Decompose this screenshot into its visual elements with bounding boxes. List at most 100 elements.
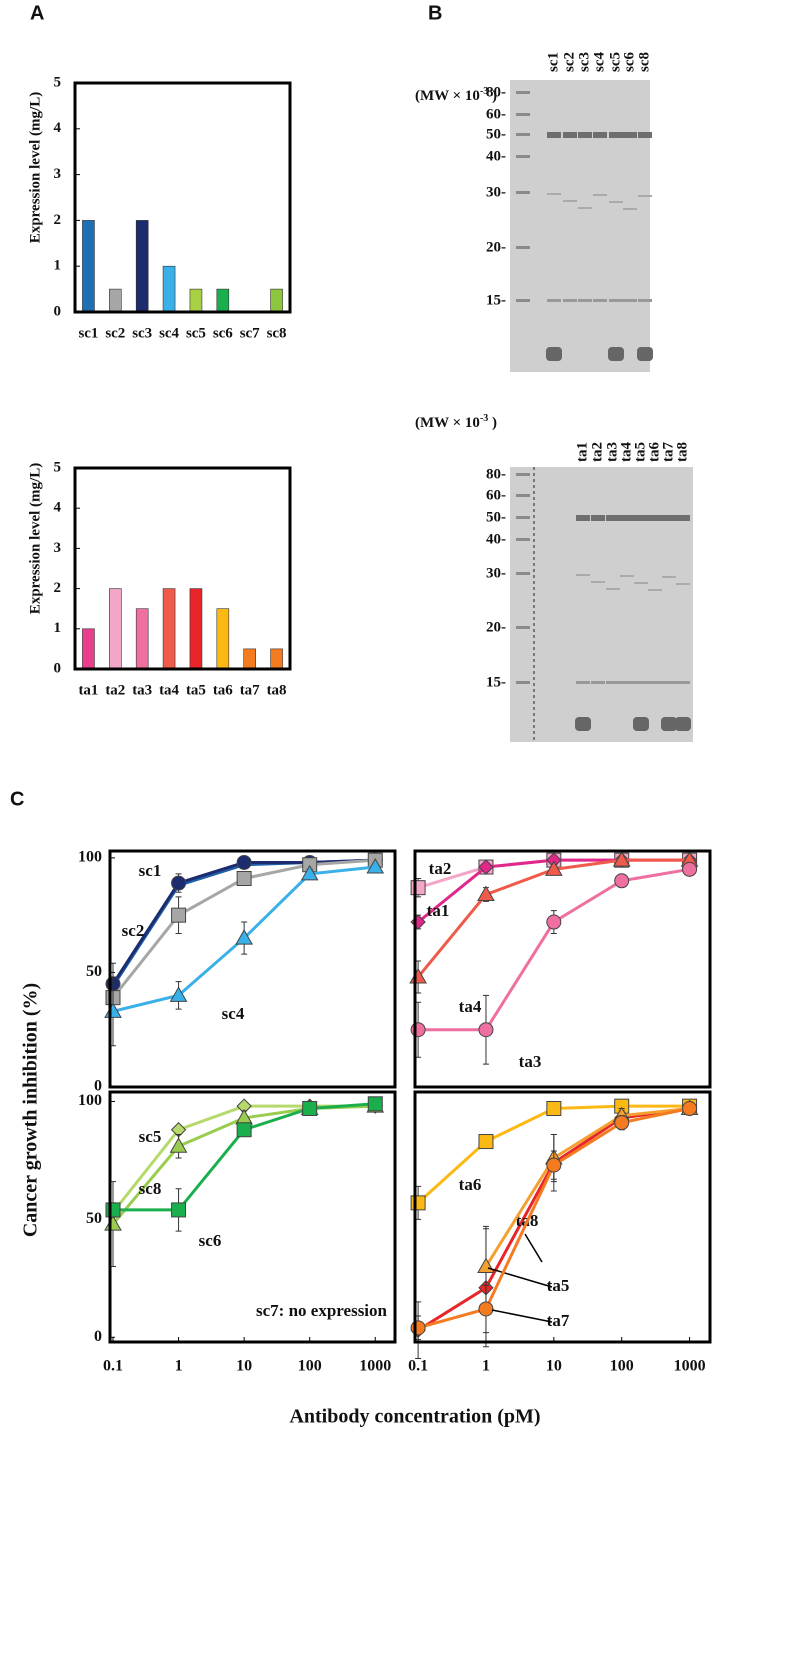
x-tick-label: ta1: [78, 682, 98, 698]
data-point: [546, 914, 562, 930]
bar: [189, 588, 203, 670]
gel-band: [576, 515, 590, 521]
gel-band: [638, 132, 652, 138]
gel-band: [516, 473, 530, 476]
gel-band: [634, 582, 648, 584]
data-point: [236, 870, 252, 886]
mw-label-part: -3: [480, 86, 488, 97]
lane-label: ta3: [604, 442, 620, 462]
gel-band: [608, 347, 624, 361]
x-tick-label: 1000: [359, 1358, 391, 1375]
gel-band: [662, 681, 676, 684]
data-point: [477, 885, 495, 902]
lane-label: sc5: [607, 52, 623, 72]
series-label: ta3: [519, 1052, 542, 1071]
bar: [216, 288, 230, 313]
x-tick-label: sc2: [105, 325, 125, 341]
series-label: ta2: [429, 859, 452, 878]
gel-band: [516, 538, 530, 541]
gel-band: [516, 572, 530, 575]
data-point: [478, 1022, 494, 1038]
lane-label: ta7: [660, 442, 676, 462]
bar: [82, 220, 95, 313]
mw-label: (MW × 10-3 ): [415, 413, 497, 432]
data-point: [682, 1101, 698, 1117]
gel-band: [662, 515, 676, 521]
lane-label: ta5: [632, 442, 648, 462]
plot-frame: [413, 1090, 712, 1344]
gel-band: [578, 132, 592, 138]
y-tick-label: 100: [78, 1092, 102, 1109]
gel-image: [510, 80, 650, 372]
mw-marker: 80-: [486, 84, 506, 100]
lane-label: ta1: [574, 442, 590, 462]
y-tick-label: 0: [54, 660, 62, 676]
data-point: [478, 859, 494, 875]
x-tick-label: 10: [236, 1358, 252, 1375]
series-label: sc5: [139, 1127, 162, 1146]
gel-band: [516, 494, 530, 497]
y-tick-label: 1: [54, 620, 62, 636]
x-tick-label: sc6: [213, 325, 233, 341]
gel-band: [634, 681, 648, 684]
gel-band: [578, 299, 592, 302]
x-tick-label: ta7: [240, 682, 260, 698]
x-tick-label: ta8: [267, 682, 287, 698]
gel-band: [516, 681, 530, 684]
x-tick-label: ta5: [186, 682, 206, 698]
lane-label: sc8: [636, 52, 652, 72]
gel-band: [661, 717, 677, 731]
data-point: [169, 1137, 188, 1153]
gel-band: [516, 299, 530, 302]
lane-label: sc1: [545, 52, 561, 72]
plot-frame: [73, 466, 292, 671]
bar: [216, 608, 230, 670]
data-point: [682, 861, 698, 877]
gel-band: [546, 347, 562, 361]
y-tick-label: 0: [94, 1078, 102, 1095]
mw-label-part: ): [488, 415, 497, 431]
plot-frame: [413, 849, 712, 1089]
mw-marker: 50-: [486, 509, 506, 525]
data-point: [366, 858, 385, 874]
series-label: ta4: [459, 997, 482, 1016]
gel-band: [516, 626, 530, 629]
bar: [162, 265, 176, 313]
x-tick-label: 0.1: [408, 1358, 428, 1375]
leader-line: [491, 1309, 553, 1323]
gel-band: [593, 194, 607, 196]
data-point: [546, 1101, 562, 1117]
series-line: [484, 1107, 690, 1268]
gel-band: [591, 581, 605, 583]
series-label: ta5: [547, 1276, 570, 1295]
y-tick-label: 50: [86, 1210, 102, 1227]
gel-band: [606, 588, 620, 590]
data-point: [544, 860, 563, 876]
gel-band: [516, 113, 530, 116]
series-label: sc2: [122, 921, 145, 940]
lane-label: ta6: [646, 442, 662, 462]
gel-band: [591, 681, 605, 684]
bar: [270, 648, 283, 670]
gel-band: [576, 681, 590, 684]
y-tick-label: 4: [54, 500, 62, 516]
series-label: ta1: [427, 901, 450, 920]
mw-marker: 30-: [486, 565, 506, 581]
gel-band: [575, 717, 591, 731]
x-tick-label: ta2: [105, 682, 125, 698]
data-point: [410, 880, 426, 896]
y-axis-label: Expression level (mg/L): [27, 92, 43, 243]
gel-band: [516, 91, 530, 94]
data-point: [302, 1101, 318, 1117]
bar: [243, 648, 256, 670]
gel-band: [609, 132, 623, 138]
y-tick-label: 5: [54, 459, 62, 475]
data-point: [171, 1202, 187, 1218]
gel-band: [606, 515, 620, 521]
data-point: [478, 1301, 494, 1317]
data-point: [236, 854, 252, 870]
gel-band: [623, 132, 637, 138]
x-tick-label: 0.1: [103, 1358, 123, 1375]
data-point: [410, 1195, 426, 1211]
